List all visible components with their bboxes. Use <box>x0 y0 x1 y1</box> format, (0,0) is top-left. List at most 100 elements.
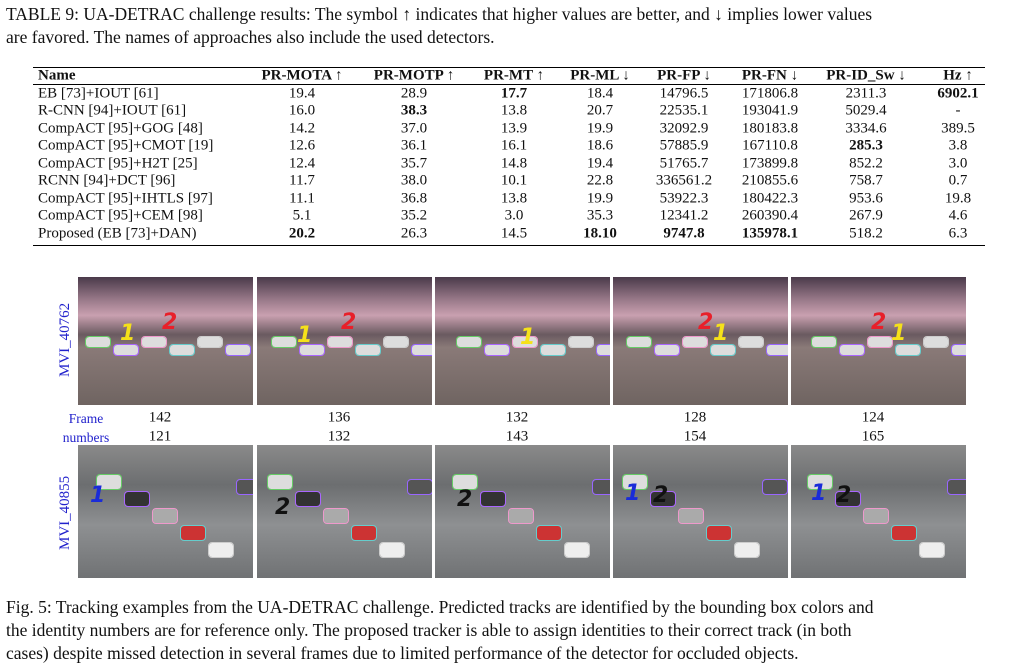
vehicle <box>811 336 837 348</box>
vehicle <box>208 542 234 558</box>
table-cell: 267.9 <box>849 207 883 224</box>
vehicle <box>271 336 297 348</box>
table-cell: Proposed (EB [73]+DAN) <box>38 225 197 241</box>
identity-number: 2 <box>162 310 178 335</box>
vehicle <box>568 336 594 348</box>
table-cell: 14.5 <box>500 225 528 241</box>
identity-number: 1 <box>625 481 641 506</box>
table-cell: 36.1 <box>400 137 428 154</box>
vehicle <box>236 479 253 495</box>
table-cell: 210855.6 <box>741 172 799 189</box>
vehicle <box>863 508 889 524</box>
frame-image: 1 <box>435 277 610 405</box>
table-caption: are favored. The names of approaches als… <box>6 27 495 47</box>
frame-numbers-label: numbers <box>62 430 110 445</box>
column-header: Name <box>38 67 76 84</box>
table-cell: - <box>955 102 961 119</box>
vehicle <box>895 344 921 356</box>
vehicle <box>508 508 534 524</box>
vehicle <box>512 336 538 348</box>
table-cell: CompACT [95]+IHTLS [97] <box>38 190 213 206</box>
table-cell: EB [73]+IOUT [61] <box>38 85 159 101</box>
table-cell: 14796.5 <box>659 85 709 101</box>
vehicle <box>327 336 353 348</box>
table-cell: 12.6 <box>288 137 316 154</box>
vehicle <box>197 336 223 348</box>
frame-number: 132 <box>327 428 351 445</box>
table-cell: 19.9 <box>586 120 614 136</box>
vehicle <box>299 344 325 356</box>
identity-number: 1 <box>891 321 907 346</box>
table-cell: 389.5 <box>941 120 975 136</box>
table-cell: 336561.2 <box>655 172 713 189</box>
vehicle <box>124 491 150 507</box>
identity-number: 2 <box>457 487 473 512</box>
table-cell: 5.1 <box>292 207 312 224</box>
column-header: PR-ML ↓ <box>570 67 630 84</box>
table-cell: 13.8 <box>500 102 528 119</box>
frame-number: 132 <box>505 409 529 426</box>
vehicle <box>379 542 405 558</box>
column-header: PR-MT ↑ <box>483 67 545 84</box>
vehicle <box>141 336 167 348</box>
table-cell: 13.9 <box>500 120 528 136</box>
vehicle <box>807 474 833 490</box>
vehicle <box>650 491 676 507</box>
vehicle <box>85 336 111 348</box>
vehicle <box>383 336 409 348</box>
frame-number: 165 <box>861 428 885 445</box>
sequence-label: MVI_40762 <box>57 302 73 377</box>
table-cell: CompACT [95]+CMOT [19] <box>38 137 214 154</box>
vehicle <box>891 525 917 541</box>
vehicle <box>839 344 865 356</box>
vehicle <box>762 479 788 495</box>
table-cell: 11.1 <box>289 190 315 206</box>
identity-number: 1 <box>520 325 536 350</box>
vehicle <box>706 525 732 541</box>
table-cell: 285.3 <box>849 137 883 154</box>
table-cell: 14.2 <box>288 120 316 136</box>
table-cell: 135978.1 <box>741 225 799 241</box>
table-rule <box>33 67 985 69</box>
column-header: PR-FN ↓ <box>741 67 799 84</box>
table-cell: 171806.8 <box>741 85 799 101</box>
vehicle <box>710 344 736 356</box>
table-cell: 35.7 <box>400 155 428 171</box>
table-cell: 852.2 <box>849 155 883 171</box>
table-caption: TABLE 9: UA-DETRAC challenge results: Th… <box>6 4 873 24</box>
table-cell: 18.10 <box>583 225 617 241</box>
table-cell: 953.6 <box>849 190 883 206</box>
table-cell: 18.6 <box>586 137 614 154</box>
vehicle <box>626 336 652 348</box>
table-cell: 22.8 <box>586 172 614 189</box>
vehicle <box>622 474 648 490</box>
table-cell: CompACT [95]+H2T [25] <box>38 155 198 171</box>
table-cell: 3.8 <box>948 137 968 154</box>
table-cell: 37.0 <box>400 120 428 136</box>
frame-image: 2 <box>435 445 610 578</box>
vehicle <box>96 474 122 490</box>
table-cell: 10.1 <box>500 172 528 189</box>
table-cell: 16.0 <box>288 102 316 119</box>
identity-number: 2 <box>341 310 357 335</box>
figure-caption: the identity numbers are for reference o… <box>6 620 852 640</box>
table-cell: 12341.2 <box>659 207 709 224</box>
table-rule <box>33 84 985 85</box>
table-cell: 4.6 <box>948 207 968 224</box>
frame-number: 136 <box>327 409 351 426</box>
frame-number: 128 <box>683 409 707 426</box>
column-header: Hz ↑ <box>943 67 973 84</box>
vehicle <box>452 474 478 490</box>
table-cell: 9747.8 <box>663 225 705 241</box>
table-cell: 16.1 <box>500 137 528 154</box>
table-cell: 19.4 <box>586 155 614 171</box>
table-cell: 38.0 <box>400 172 428 189</box>
table-cell: 260390.4 <box>741 207 799 224</box>
identity-number: 1 <box>120 321 136 346</box>
column-header: PR-MOTA ↑ <box>261 67 343 84</box>
table-cell: 26.3 <box>400 225 428 241</box>
